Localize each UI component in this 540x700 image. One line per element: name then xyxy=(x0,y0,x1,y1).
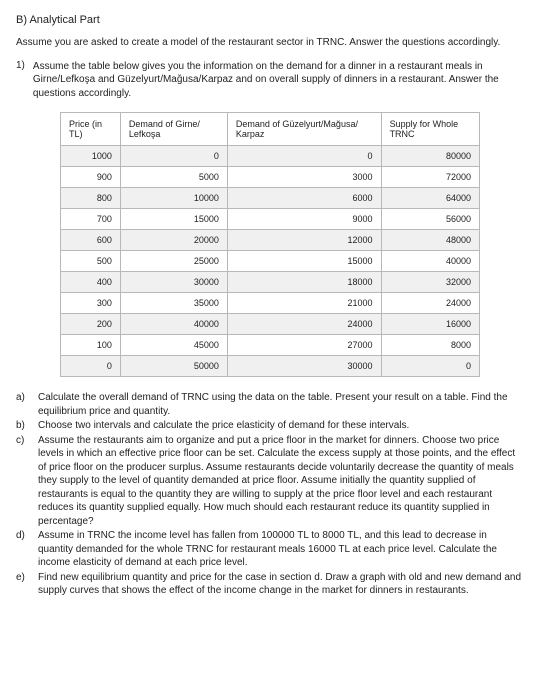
table-cell: 24000 xyxy=(227,314,381,335)
table-cell: 18000 xyxy=(227,272,381,293)
table-cell: 200 xyxy=(61,314,121,335)
table-row: 10045000270008000 xyxy=(61,335,480,356)
table-cell: 80000 xyxy=(381,146,479,167)
table-header-row: Price (in TL) Demand of Girne/ Lefkoşa D… xyxy=(61,113,480,146)
col-demand-guzelyurt: Demand of Güzelyurt/Mağusa/ Karpaz xyxy=(227,113,381,146)
sub-question-label: a) xyxy=(16,391,30,418)
sub-question-label: d) xyxy=(16,529,30,570)
sub-question-text: Calculate the overall demand of TRNC usi… xyxy=(38,391,524,418)
table-cell: 48000 xyxy=(381,230,479,251)
sub-question: c)Assume the restaurants aim to organize… xyxy=(16,434,524,529)
table-cell: 12000 xyxy=(227,230,381,251)
table-cell: 6000 xyxy=(227,188,381,209)
question-1: 1) Assume the table below gives you the … xyxy=(16,60,524,101)
col-supply: Supply for Whole TRNC xyxy=(381,113,479,146)
table-row: 200400002400016000 xyxy=(61,314,480,335)
table-cell: 400 xyxy=(61,272,121,293)
sub-questions: a) Calculate the overall demand of TRNC u… xyxy=(16,391,524,598)
sub-question-text: Choose two intervals and calculate the p… xyxy=(38,419,524,433)
table-cell: 900 xyxy=(61,167,121,188)
table-cell: 5000 xyxy=(120,167,227,188)
table-cell: 0 xyxy=(61,356,121,377)
table-cell: 16000 xyxy=(381,314,479,335)
table-cell: 0 xyxy=(381,356,479,377)
table-cell: 64000 xyxy=(381,188,479,209)
table-cell: 21000 xyxy=(227,293,381,314)
col-demand-girne: Demand of Girne/ Lefkoşa xyxy=(120,113,227,146)
table-cell: 50000 xyxy=(120,356,227,377)
table-cell: 10000 xyxy=(120,188,227,209)
table-row: 400300001800032000 xyxy=(61,272,480,293)
table-row: 10000080000 xyxy=(61,146,480,167)
sub-question: a) Calculate the overall demand of TRNC u… xyxy=(16,391,524,418)
table-cell: 24000 xyxy=(381,293,479,314)
table-row: 70015000900056000 xyxy=(61,209,480,230)
table-cell: 3000 xyxy=(227,167,381,188)
table-row: 9005000300072000 xyxy=(61,167,480,188)
table-cell: 25000 xyxy=(120,251,227,272)
col-price: Price (in TL) xyxy=(61,113,121,146)
table-cell: 30000 xyxy=(227,356,381,377)
table-cell: 1000 xyxy=(61,146,121,167)
table-cell: 8000 xyxy=(381,335,479,356)
sub-question: b) Choose two intervals and calculate the… xyxy=(16,419,524,433)
table-cell: 40000 xyxy=(120,314,227,335)
table-cell: 20000 xyxy=(120,230,227,251)
table-cell: 600 xyxy=(61,230,121,251)
sub-question: e) Find new equilibrium quantity and pric… xyxy=(16,571,524,598)
table-cell: 32000 xyxy=(381,272,479,293)
sub-question-text: Assume in TRNC the income level has fall… xyxy=(38,529,524,570)
q1-number: 1) xyxy=(16,60,25,101)
table-cell: 0 xyxy=(120,146,227,167)
table-cell: 800 xyxy=(61,188,121,209)
sub-question-text: Assume the restaurants aim to organize a… xyxy=(38,434,524,529)
q1-text: Assume the table below gives you the inf… xyxy=(33,60,524,101)
table-cell: 500 xyxy=(61,251,121,272)
table-row: 600200001200048000 xyxy=(61,230,480,251)
table-cell: 27000 xyxy=(227,335,381,356)
table-cell: 0 xyxy=(227,146,381,167)
table-row: 050000300000 xyxy=(61,356,480,377)
section-heading: B) Analytical Part xyxy=(16,14,524,26)
table-cell: 40000 xyxy=(381,251,479,272)
table-cell: 15000 xyxy=(120,209,227,230)
sub-question-label: b) xyxy=(16,419,30,433)
sub-question: d)Assume in TRNC the income level has fa… xyxy=(16,529,524,570)
table-cell: 700 xyxy=(61,209,121,230)
table-cell: 30000 xyxy=(120,272,227,293)
table-row: 300350002100024000 xyxy=(61,293,480,314)
table-cell: 35000 xyxy=(120,293,227,314)
table-row: 80010000600064000 xyxy=(61,188,480,209)
table-cell: 15000 xyxy=(227,251,381,272)
table-row: 500250001500040000 xyxy=(61,251,480,272)
sub-question-text: Find new equilibrium quantity and price … xyxy=(38,571,524,598)
table-cell: 9000 xyxy=(227,209,381,230)
table-cell: 56000 xyxy=(381,209,479,230)
table-cell: 72000 xyxy=(381,167,479,188)
sub-question-label: c) xyxy=(16,434,30,529)
intro-text: Assume you are asked to create a model o… xyxy=(16,36,524,50)
table-cell: 300 xyxy=(61,293,121,314)
table-cell: 45000 xyxy=(120,335,227,356)
demand-supply-table: Price (in TL) Demand of Girne/ Lefkoşa D… xyxy=(60,112,480,377)
table-cell: 100 xyxy=(61,335,121,356)
sub-question-label: e) xyxy=(16,571,30,598)
